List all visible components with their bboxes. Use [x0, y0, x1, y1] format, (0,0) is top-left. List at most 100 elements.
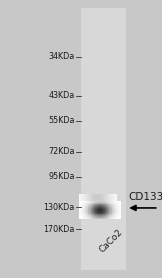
Bar	[102, 202, 103, 203]
Bar	[119, 211, 120, 213]
Bar	[82, 202, 83, 203]
Bar	[107, 214, 108, 215]
Bar	[107, 215, 108, 216]
Bar	[110, 216, 111, 217]
Bar	[101, 210, 102, 211]
Bar	[109, 213, 110, 214]
Bar	[84, 209, 85, 210]
Bar	[111, 205, 112, 206]
Bar	[88, 202, 89, 203]
Bar	[110, 214, 111, 215]
Bar	[98, 201, 99, 202]
Bar	[116, 215, 117, 216]
Bar	[100, 218, 101, 219]
Bar	[94, 193, 95, 201]
Bar	[92, 206, 93, 207]
Bar	[87, 216, 88, 217]
Bar	[89, 202, 90, 203]
Bar	[92, 193, 93, 201]
Bar	[117, 208, 118, 209]
Bar	[95, 213, 96, 214]
Bar	[106, 193, 107, 201]
Bar	[88, 206, 89, 207]
Bar	[119, 210, 120, 211]
Bar	[84, 202, 85, 203]
Bar	[105, 201, 106, 202]
Bar	[83, 211, 84, 213]
Bar	[85, 203, 86, 205]
Bar	[108, 202, 109, 203]
Bar	[98, 202, 99, 203]
Bar	[113, 209, 114, 210]
Bar	[88, 214, 89, 215]
Bar	[111, 209, 112, 210]
Bar	[110, 193, 111, 201]
Bar	[94, 215, 95, 216]
Bar	[117, 210, 118, 211]
Bar	[116, 207, 117, 208]
Bar	[102, 210, 103, 212]
Bar	[110, 203, 111, 205]
Bar	[83, 210, 84, 212]
Bar	[117, 207, 118, 208]
Bar	[91, 193, 92, 201]
Bar	[95, 209, 96, 210]
Bar	[90, 211, 91, 213]
Bar	[82, 210, 83, 211]
Bar	[84, 193, 85, 201]
Bar	[87, 209, 88, 210]
Bar	[103, 202, 104, 203]
Bar	[106, 206, 107, 207]
Bar	[103, 217, 104, 218]
Bar	[93, 210, 94, 211]
Bar	[109, 215, 110, 216]
Bar	[88, 218, 89, 219]
Bar	[89, 216, 90, 217]
Bar	[101, 212, 102, 214]
Bar	[87, 210, 88, 211]
Bar	[81, 204, 82, 205]
Bar	[114, 202, 115, 203]
Bar	[79, 213, 80, 214]
Bar	[102, 214, 103, 215]
Bar	[79, 217, 80, 218]
Bar	[92, 215, 93, 216]
Bar	[95, 215, 96, 216]
Bar	[118, 202, 119, 203]
Bar	[114, 203, 115, 205]
Bar	[104, 207, 105, 208]
Bar	[107, 209, 108, 210]
Bar	[112, 210, 113, 212]
Bar	[99, 210, 100, 211]
Bar	[118, 207, 119, 208]
Bar	[116, 218, 117, 219]
Bar	[109, 204, 110, 205]
Bar	[82, 207, 83, 208]
Bar	[81, 212, 82, 214]
Bar	[112, 204, 113, 205]
Bar	[108, 210, 109, 211]
Bar	[113, 202, 114, 203]
Bar	[108, 211, 109, 213]
Bar	[82, 217, 83, 218]
Bar	[118, 203, 119, 205]
Bar	[120, 210, 121, 212]
Bar	[115, 218, 116, 219]
Bar	[86, 210, 87, 212]
Bar	[86, 202, 87, 203]
Bar	[84, 208, 85, 209]
Bar	[92, 204, 93, 205]
Bar	[85, 210, 86, 211]
Bar	[97, 218, 98, 219]
Bar	[112, 218, 113, 219]
Bar	[106, 211, 107, 213]
Bar	[86, 213, 87, 214]
Bar	[115, 207, 116, 208]
Bar	[117, 202, 118, 203]
Bar	[115, 214, 116, 215]
Bar	[97, 210, 98, 211]
Bar	[84, 210, 85, 212]
Bar	[110, 201, 111, 202]
Bar	[86, 203, 87, 205]
Bar	[114, 201, 115, 202]
